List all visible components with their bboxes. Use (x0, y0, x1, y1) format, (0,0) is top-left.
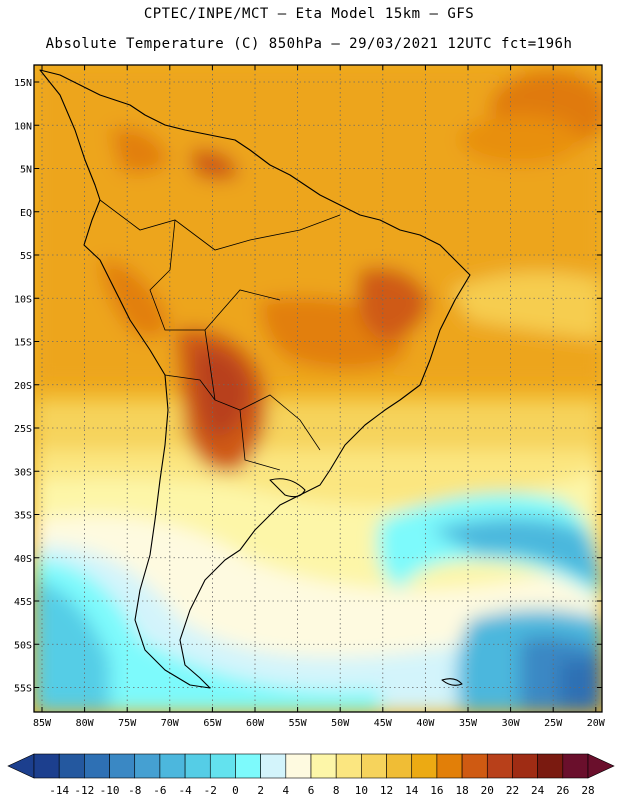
lon-label: 70W (161, 718, 180, 729)
colorbar-swatch (33, 753, 60, 779)
colorbar-swatch (411, 753, 438, 779)
lon-label: 65W (203, 718, 222, 729)
lat-label: 15N (14, 78, 32, 89)
lat-label: 20S (14, 381, 32, 392)
colorbar-label: 10 (355, 784, 368, 797)
graticule (34, 65, 602, 712)
colorbar-label: -14 (49, 784, 69, 797)
colorbar-swatch (386, 753, 413, 779)
colorbar-label: 2 (257, 784, 264, 797)
lat-label: 10N (14, 121, 32, 132)
colorbar-label: -12 (74, 784, 94, 797)
colorbar-swatch (486, 753, 513, 779)
colorbar-swatch (512, 753, 538, 779)
colorbar-label: -10 (100, 784, 120, 797)
colorbar-label: -6 (153, 784, 166, 797)
lon-label: 50W (331, 718, 350, 729)
lat-label: EQ (20, 208, 32, 219)
lat-label: 30S (14, 467, 32, 478)
lon-label: 75W (118, 718, 137, 729)
colorbar-swatch (109, 753, 136, 779)
colorbar-swatch (184, 753, 211, 779)
lon-label: 30W (502, 718, 521, 729)
lon-label: 35W (459, 718, 478, 729)
colorbar-label: 0 (232, 784, 239, 797)
colorbar-swatch (562, 753, 589, 779)
coastline (39, 69, 471, 689)
colorbar-swatch (285, 753, 312, 779)
lat-label: 45S (14, 597, 32, 608)
colorbar-swatch (260, 753, 287, 779)
colorbar-label: -2 (204, 784, 217, 797)
lat-label: 55S (14, 684, 32, 695)
colorbar-label: 18 (455, 784, 468, 797)
map-frame (33, 64, 603, 713)
colorbar-label: 4 (283, 784, 290, 797)
colorbar: -14 -12 -10 -8 -6 -4 -2 0 2 4 6 8 10 12 14 16 18 20 22 24 26… (7, 753, 615, 797)
colorbar-label: -8 (128, 784, 141, 797)
colorbar-label: -4 (178, 784, 192, 797)
lat-label: 25S (14, 424, 32, 435)
colorbar-swatch (235, 753, 261, 779)
colorbar-swatch (159, 753, 186, 779)
lat-label: 5N (20, 165, 32, 176)
colorbar-swatch (461, 753, 488, 779)
colorbar-label: 24 (531, 784, 545, 797)
colorbar-high-arrow (587, 753, 615, 779)
colorbar-swatch (436, 753, 463, 779)
lon-label: 80W (76, 718, 95, 729)
colorbar-swatch (134, 753, 161, 779)
temperature-field (34, 65, 602, 712)
lat-label: 5S (20, 251, 32, 262)
lon-label: 20W (587, 718, 606, 729)
lat-label: 50S (14, 640, 32, 651)
lat-label: 40S (14, 554, 32, 565)
colorbar-label: 8 (333, 784, 340, 797)
latitude-labels: 15N 10N 5N EQ 5S 10S 15S 20S 25S 30S 35S 40S 45S 50S 5… (14, 78, 32, 695)
axis-ticks (34, 65, 602, 712)
lon-label: 45W (374, 718, 393, 729)
colorbar-label: 16 (430, 784, 443, 797)
lat-label: 10S (14, 294, 32, 305)
longitude-labels: 85W 80W 75W 70W 65W 60W 55W 50W 45W 40W 35W 30W 25W 2… (33, 718, 606, 729)
lon-label: 60W (246, 718, 265, 729)
lon-label: 25W (544, 718, 563, 729)
chart-title-line1: CPTEC/INPE/MCT – Eta Model 15km – GFS (143, 6, 475, 22)
colorbar-swatch (84, 753, 110, 779)
colorbar-swatch (537, 753, 564, 779)
country-borders (99, 199, 341, 471)
chart-title-line2: Absolute Temperature (C) 850hPa – 29/03/… (45, 36, 573, 52)
colorbar-label: 26 (556, 784, 569, 797)
lon-label: 85W (33, 718, 52, 729)
colorbar-low-arrow (7, 753, 35, 779)
colorbar-swatch (209, 753, 236, 779)
colorbar-swatch (310, 753, 337, 779)
lat-label: 15S (14, 338, 32, 349)
colorbar-label: 12 (380, 784, 393, 797)
colorbar-swatch (361, 753, 387, 779)
colorbar-swatch (335, 753, 362, 779)
lon-label: 55W (289, 718, 308, 729)
colorbar-label: 28 (581, 784, 594, 797)
colorbar-label: 14 (405, 784, 419, 797)
colorbar-label: 20 (481, 784, 494, 797)
lon-label: 40W (416, 718, 435, 729)
colorbar-swatch (58, 753, 85, 779)
colorbar-label: 22 (506, 784, 519, 797)
lat-label: 35S (14, 511, 32, 522)
colorbar-label: 6 (308, 784, 315, 797)
